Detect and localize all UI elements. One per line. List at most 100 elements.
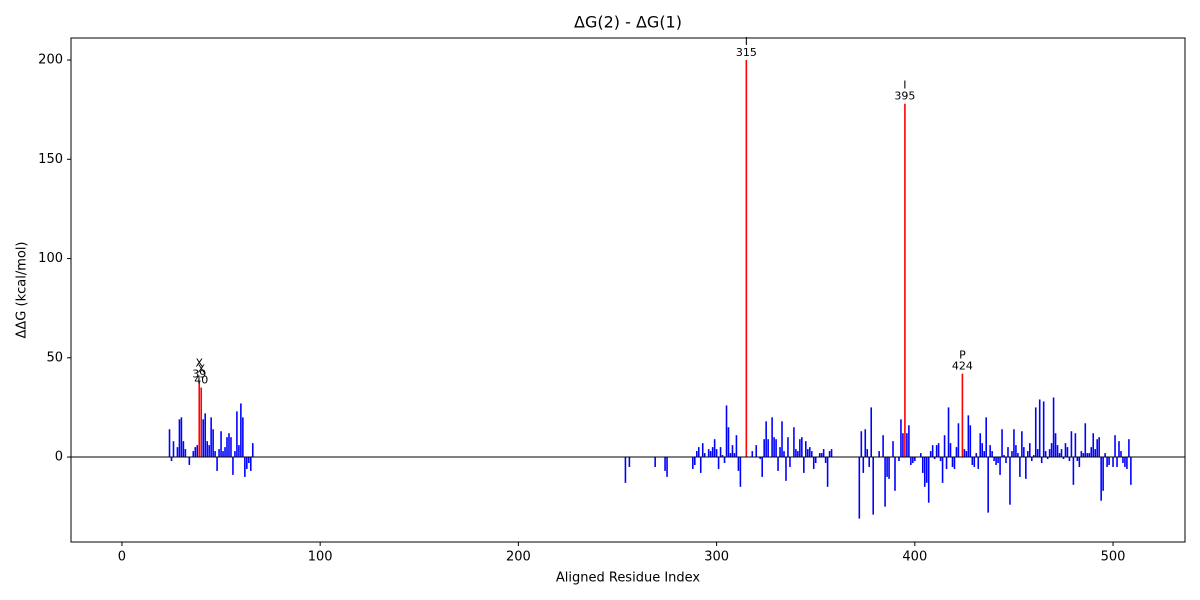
annotation-index: 395 [894,90,915,103]
bar [230,437,232,458]
bar [210,417,212,458]
bar [830,449,833,458]
bar [1040,457,1043,463]
bar [1126,457,1128,469]
bar [1122,457,1124,463]
bar [914,457,916,462]
bar [1062,457,1065,460]
bar [1052,397,1055,458]
bar [957,423,960,458]
bar [733,453,736,458]
bar [961,373,964,458]
bar [862,457,865,473]
bar [1030,457,1033,462]
bar [226,437,228,458]
bar [1064,443,1067,458]
bar [180,417,183,458]
bar [868,457,871,467]
bar [188,457,191,465]
bar [170,457,173,462]
bar [723,457,726,463]
bar [814,457,817,463]
bar [1023,447,1025,458]
bar [824,457,827,463]
bar [1082,453,1085,458]
bar [818,453,821,458]
bar [1046,457,1049,460]
bar [711,447,714,458]
bar [697,447,700,458]
bar [929,451,932,458]
annotation-index: 315 [736,46,757,59]
annotation-letter: I [903,79,906,92]
bar [1027,451,1029,458]
bar [168,429,171,458]
bar [727,427,730,458]
annotation-index: 40 [194,374,208,387]
bar [967,415,970,458]
bar [767,439,769,458]
bar [919,453,922,458]
bar [249,457,252,471]
y-tick-label: 0 [55,450,63,465]
bar [965,451,968,458]
bar [1086,453,1089,458]
bar [858,457,861,519]
x-tick-label: 400 [902,550,927,565]
bar [933,457,936,460]
bar [1078,457,1081,467]
x-tick-label: 500 [1101,550,1126,565]
bar [1120,451,1122,458]
bar [981,443,984,458]
bar [654,457,656,467]
bar [692,457,694,469]
bar [797,451,799,458]
bar [977,457,980,469]
bar [943,435,946,458]
bar [745,60,748,458]
y-tick-label: 50 [46,350,63,365]
y-tick-label: 100 [38,251,63,266]
bar [178,419,181,458]
bar [729,453,732,458]
bar [1114,435,1116,458]
bar [763,439,765,458]
bar [206,441,208,458]
bar [1074,433,1077,458]
bar [212,429,214,458]
bar [1044,451,1047,458]
bar [1011,451,1013,458]
bar [993,457,995,462]
bar [822,449,825,458]
bar [238,445,240,458]
bar [925,457,928,483]
bar [894,457,896,491]
bar [1098,437,1100,458]
bar [1100,457,1102,501]
bar [1015,445,1017,458]
bar [812,457,815,469]
bar [242,417,244,458]
bar [777,457,779,471]
bar [1042,401,1045,458]
bar [963,449,966,458]
bar [1088,453,1091,458]
bar [1130,457,1132,485]
bar [1116,457,1118,467]
bar [1054,433,1057,458]
bar [1056,445,1059,458]
plot-frame [70,37,1186,543]
bar [945,457,948,469]
bar [973,457,976,467]
bar [735,435,738,458]
bar [694,457,696,465]
bar [1084,423,1087,458]
annotation-letter: P [959,349,966,362]
chart-title: ΔG(2) - ΔG(1) [574,13,682,32]
bar [975,453,978,458]
bar [172,441,175,458]
bar [1076,457,1079,462]
bar [709,451,712,458]
bar [1034,407,1037,458]
bar [1048,449,1051,458]
